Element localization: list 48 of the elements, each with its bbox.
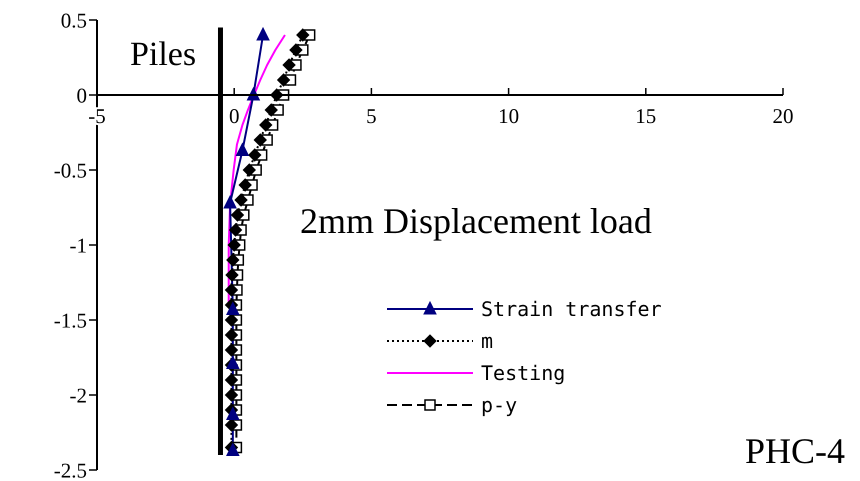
point	[296, 28, 310, 42]
y-tick-label: 0	[76, 83, 87, 108]
y-tick-label: -1.5	[54, 308, 87, 332]
x-tick-label: 10	[498, 104, 520, 128]
point	[234, 194, 248, 206]
x-tick-label: 15	[635, 104, 656, 128]
point	[226, 254, 240, 266]
point	[224, 328, 238, 342]
point	[264, 104, 278, 116]
y-tick-label: -2	[70, 383, 87, 408]
point	[282, 58, 296, 72]
point	[254, 134, 267, 146]
y-tick-label: -1	[70, 233, 87, 258]
y-tick-label: -2.5	[54, 458, 87, 481]
point	[224, 284, 238, 296]
point	[277, 74, 290, 86]
legend-label: Strain transfer	[481, 297, 662, 321]
annotation: PHC-4	[745, 430, 846, 472]
point	[238, 178, 252, 192]
point	[224, 196, 237, 208]
legend-label: Testing	[481, 361, 566, 385]
point	[228, 238, 241, 252]
point	[226, 356, 240, 369]
point	[224, 344, 238, 356]
point	[230, 208, 244, 222]
x-tick-label: 0	[228, 104, 240, 128]
point	[226, 407, 240, 420]
point	[259, 118, 272, 132]
point	[229, 224, 242, 236]
legend-label: p-y	[481, 393, 518, 417]
x-tick-label: 20	[772, 104, 794, 128]
point	[226, 302, 240, 315]
point	[289, 44, 302, 56]
point	[224, 418, 238, 432]
point	[236, 143, 249, 156]
point	[242, 164, 256, 176]
annotation: 2mm Displacement load	[300, 200, 652, 242]
point	[224, 374, 238, 386]
point	[224, 388, 238, 402]
point	[226, 268, 239, 282]
point	[256, 28, 270, 40]
legend-label: m	[481, 329, 494, 353]
y-tick-label: 0.5	[60, 8, 87, 32]
x-tick-label: 5	[366, 104, 377, 128]
point	[248, 148, 262, 162]
y-tick-label: -0.5	[54, 158, 87, 182]
point	[224, 314, 238, 326]
annotation: Piles	[130, 36, 196, 74]
